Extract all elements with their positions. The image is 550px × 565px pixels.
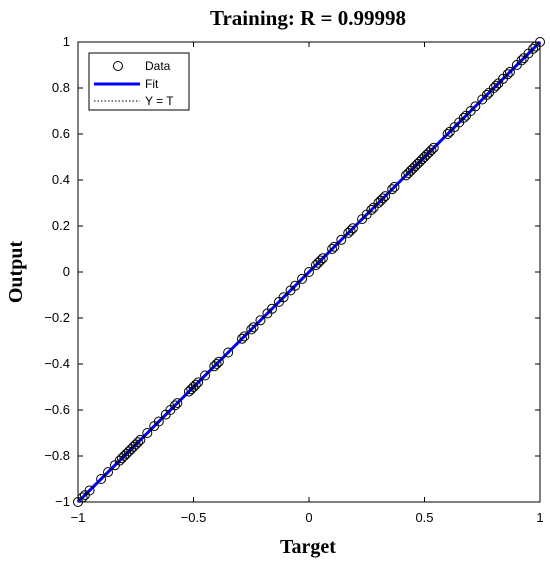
legend-fit-label: Fit	[145, 77, 159, 91]
y-tick-label: 0.2	[52, 218, 70, 233]
data-point	[442, 129, 453, 139]
y-tick-label: 1	[63, 34, 70, 49]
data-point	[528, 43, 539, 54]
chart-title: Training: R = 0.99998	[210, 6, 406, 30]
x-tick-label: 1	[536, 510, 543, 525]
data-point	[172, 398, 183, 409]
x-tick-label: −0.5	[181, 510, 207, 525]
data-point	[535, 37, 545, 47]
data-point	[193, 377, 204, 388]
x-tick-label: −1	[71, 510, 86, 525]
data-point	[336, 234, 347, 245]
data-point	[96, 474, 107, 484]
data-point	[345, 225, 356, 236]
data-point	[133, 437, 144, 448]
data-point	[504, 66, 515, 77]
data-point	[389, 181, 400, 192]
y-tick-label: 0.6	[52, 126, 70, 141]
data-point	[470, 101, 481, 112]
x-axis-label: Target	[280, 536, 336, 558]
data-point	[77, 492, 88, 503]
data-point	[315, 255, 326, 266]
data-point	[426, 145, 437, 156]
data-point	[278, 292, 289, 303]
data-point	[327, 244, 338, 254]
y-tick-label: 0.8	[52, 80, 70, 95]
data-point	[170, 400, 181, 411]
data-point	[377, 193, 388, 204]
data-point	[211, 359, 222, 369]
data-point	[297, 273, 308, 284]
data-point	[267, 303, 278, 314]
legend-data-marker	[113, 61, 123, 71]
data-point	[200, 370, 211, 381]
y-tick-label: 0.4	[52, 172, 70, 187]
data-point	[491, 80, 502, 91]
data-point	[481, 89, 492, 100]
y-ticks: −1 −0.8 −0.6 −0.4 −0.2 0 0.2 0.4 0.6 0.8 1	[44, 34, 540, 509]
data-point	[223, 347, 234, 358]
data-point	[248, 322, 259, 333]
data-point	[103, 467, 114, 478]
data-point	[304, 267, 314, 277]
data-point	[502, 69, 513, 80]
legend-box	[88, 52, 190, 111]
data-point	[366, 204, 377, 215]
legend: Data Fit Y = T	[88, 52, 190, 111]
data-point	[380, 191, 391, 202]
y-tick-label: −0.4	[44, 356, 70, 371]
data-point	[246, 324, 257, 335]
data-point	[142, 428, 153, 438]
data-point	[290, 280, 301, 291]
data-point	[347, 223, 358, 234]
data-point	[317, 253, 328, 264]
data-point	[255, 315, 266, 326]
data-point	[428, 142, 439, 153]
y-axis-label: Output	[5, 241, 27, 304]
data-point	[153, 416, 164, 427]
y-tick-label: −0.6	[44, 402, 70, 417]
y-tick-label: −0.8	[44, 448, 70, 463]
data-point	[190, 379, 201, 390]
x-tick-label: 0	[305, 510, 312, 525]
legend-data-label: Data	[145, 59, 171, 73]
data-point	[458, 112, 469, 123]
data-points	[73, 37, 545, 507]
y-tick-label: −1	[55, 494, 70, 509]
data-point	[387, 184, 398, 195]
data-point	[135, 434, 146, 445]
data-point	[329, 241, 340, 252]
data-point	[237, 333, 248, 344]
y-tick-label: −0.2	[44, 310, 70, 325]
data-point	[213, 356, 224, 367]
data-point	[84, 485, 95, 496]
data-point	[516, 55, 527, 66]
legend-ideal-label: Y = T	[145, 94, 174, 108]
data-point	[239, 331, 250, 342]
x-tick-label: 0.5	[415, 510, 433, 525]
y-tick-label: 0	[63, 264, 70, 279]
